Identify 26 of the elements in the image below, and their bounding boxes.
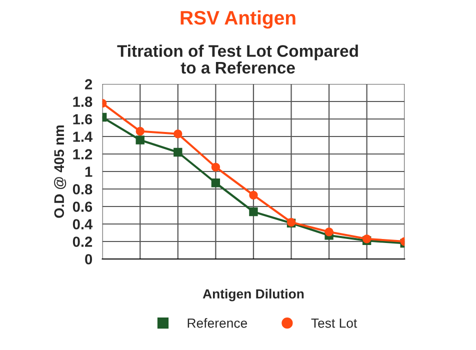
y-tick-label: 0.4 [72,219,93,230]
y-tick-label: 2 [85,79,92,90]
y-tick-label: 0.2 [72,236,92,247]
point [249,190,258,200]
x-axis-title: Antigen Dilution [202,288,304,302]
legend-label: Reference [188,318,248,328]
y-tick-label: 1 [85,166,92,177]
point [174,130,182,138]
point [211,162,220,172]
point [136,136,144,144]
y-tick-label: 1.6 [73,114,92,124]
point [324,228,334,236]
y-tick-label: 0.8 [72,184,92,194]
chart-subtitle: Titration of Test Lot Compared to a Reference [117,44,358,74]
point [174,148,182,157]
point [211,178,220,188]
y-tick-label: 0 [85,254,92,264]
point [249,207,258,216]
chart-title: RSV Antigen [180,10,296,29]
y-axis-title: O.D @ 405 nm [54,125,66,218]
point [136,126,144,136]
legend-label: Test Lot [311,318,358,328]
y-tick-label: 1.8 [73,96,92,107]
y-tick-label: 0.6 [72,202,92,212]
y-tick-label: 1.2 [73,149,92,160]
y-tick-label: 1.4 [73,132,93,142]
